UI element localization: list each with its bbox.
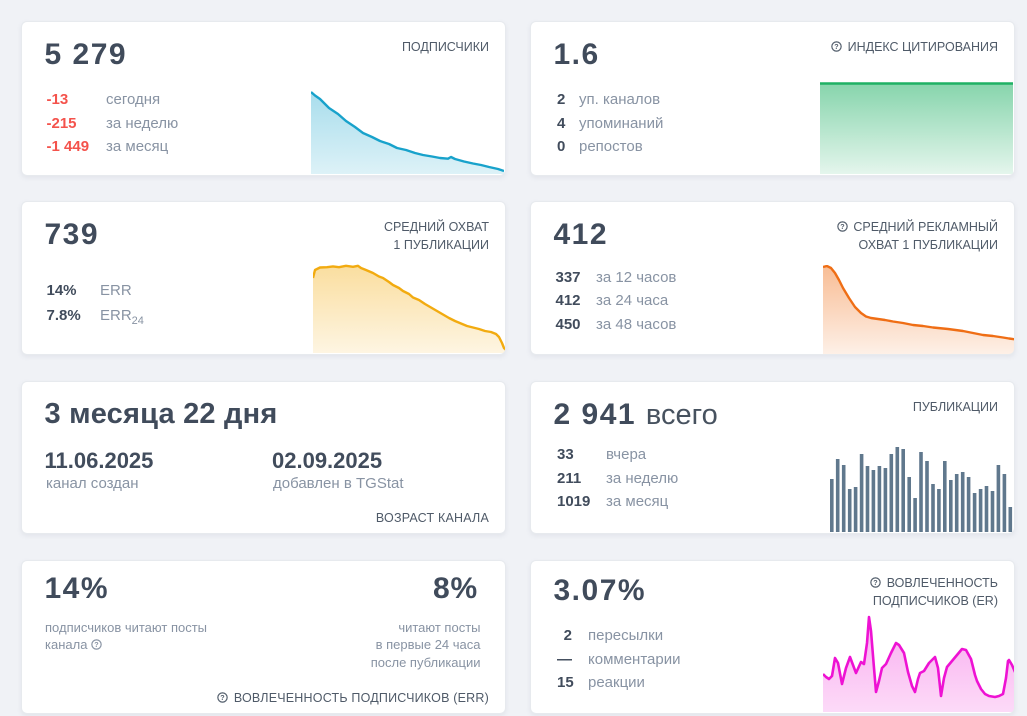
svg-text:?: ? bbox=[840, 222, 844, 231]
svg-text:?: ? bbox=[874, 577, 878, 586]
svg-text:?: ? bbox=[220, 693, 225, 702]
svg-text:?: ? bbox=[834, 42, 838, 51]
svg-text:?: ? bbox=[94, 640, 98, 649]
